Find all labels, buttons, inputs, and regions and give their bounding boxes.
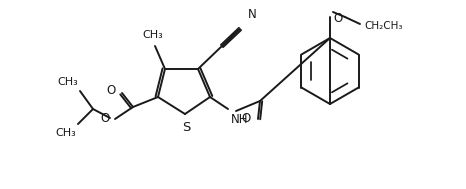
Text: CH₃: CH₃	[57, 77, 78, 87]
Text: CH₂CH₃: CH₂CH₃	[364, 21, 403, 31]
Text: CH₃: CH₃	[143, 30, 164, 40]
Text: O: O	[101, 112, 110, 125]
Text: NH: NH	[231, 113, 248, 126]
Text: O: O	[107, 84, 116, 98]
Text: S: S	[182, 121, 190, 134]
Text: O: O	[242, 112, 251, 125]
Text: O: O	[333, 12, 342, 25]
Text: CH₃: CH₃	[55, 128, 76, 138]
Text: N: N	[248, 8, 257, 21]
